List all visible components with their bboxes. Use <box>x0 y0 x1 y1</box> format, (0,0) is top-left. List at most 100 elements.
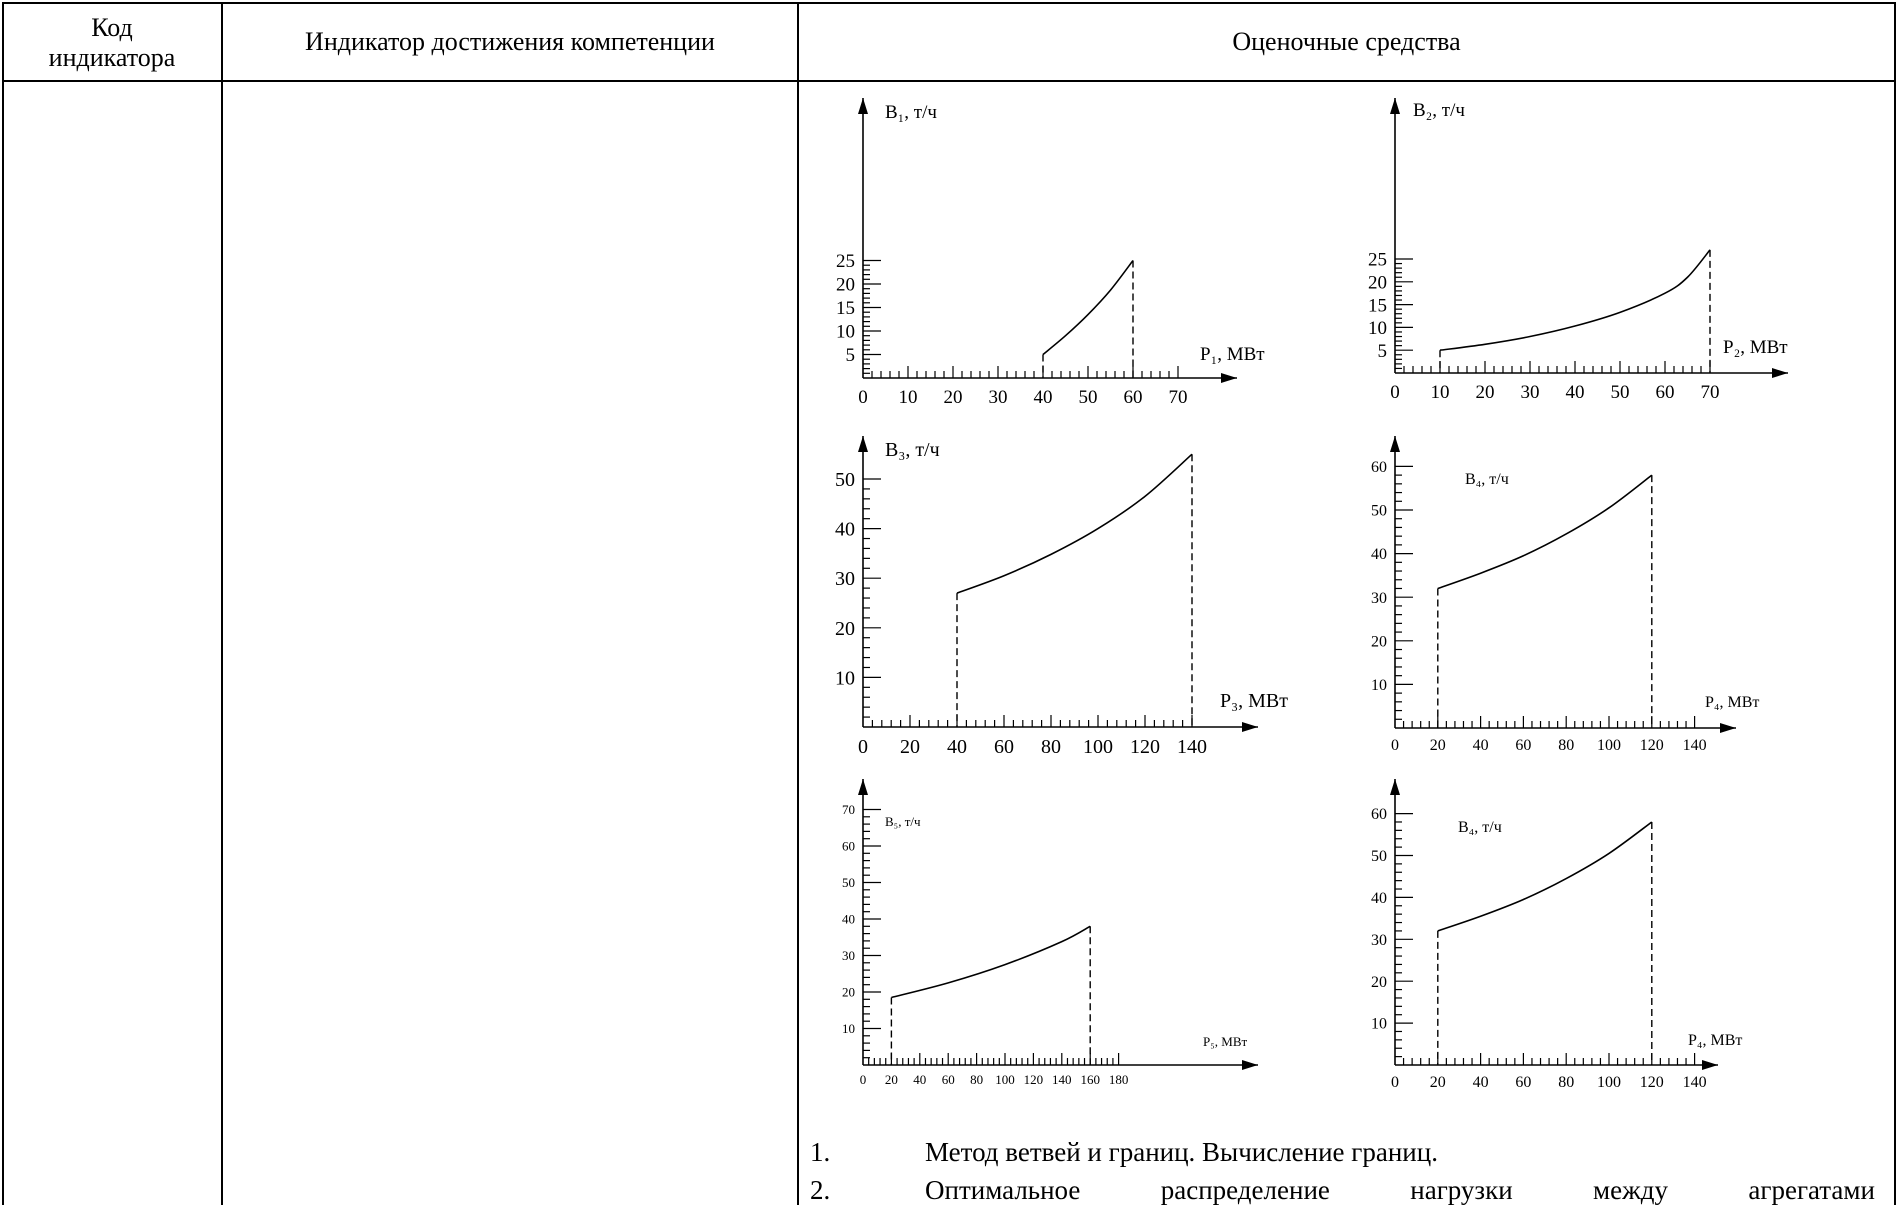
x-axis-arrow <box>1702 1060 1718 1070</box>
y-axis-label: B₂, т/ч <box>1413 100 1465 121</box>
y-tick-label: 40 <box>835 519 855 541</box>
y-tick-label: 10 <box>1371 1016 1387 1033</box>
x-tick-label: 0 <box>1391 737 1399 754</box>
x-tick-label: 70 <box>1701 382 1720 403</box>
y-tick-label: 10 <box>842 1021 855 1036</box>
list-item-number: 2. <box>810 1175 831 1205</box>
x-tick-label: 20 <box>885 1072 898 1087</box>
y-tick-label: 30 <box>835 568 855 590</box>
y-axis-label: B₁, т/ч <box>885 102 937 123</box>
x-axis-arrow <box>1720 723 1736 733</box>
y-tick-label: 5 <box>846 345 856 366</box>
x-tick-label: 30 <box>1521 382 1540 403</box>
x-tick-label: 60 <box>1515 1074 1531 1091</box>
column-divider-2 <box>797 2 799 1205</box>
x-tick-label: 140 <box>1683 737 1707 754</box>
column-divider-1 <box>221 2 223 1205</box>
x-axis-label: P₁, МВт <box>1200 344 1265 365</box>
y-tick-label: 5 <box>1378 341 1388 362</box>
x-tick-label: 30 <box>989 387 1008 408</box>
x-axis-label: P₄, МВт <box>1688 1032 1742 1049</box>
y-axis-arrow <box>1390 436 1400 452</box>
list-item-word: нагрузки <box>1410 1175 1513 1205</box>
x-tick-label: 80 <box>1558 1074 1574 1091</box>
cost-curve <box>1437 821 1653 932</box>
x-tick-label: 100 <box>1597 1074 1621 1091</box>
list-item-word: распределение <box>1160 1175 1330 1205</box>
x-tick-label: 40 <box>1473 1074 1489 1091</box>
y-tick-label: 15 <box>1368 295 1387 316</box>
x-tick-label: 80 <box>1041 736 1061 758</box>
x-tick-label: 10 <box>1431 382 1450 403</box>
y-tick-label: 10 <box>1368 318 1387 339</box>
x-axis-label: P₃, МВт <box>1220 690 1288 712</box>
x-tick-label: 180 <box>1109 1072 1129 1087</box>
x-tick-label: 40 <box>1034 387 1053 408</box>
list-item-word: между <box>1593 1175 1669 1205</box>
y-axis-arrow <box>858 779 868 795</box>
x-tick-label: 0 <box>1391 1074 1399 1091</box>
header-indicator-code: Код индикатора <box>48 13 176 72</box>
y-axis-label: B₅, т/ч <box>885 814 921 829</box>
x-tick-label: 0 <box>860 1072 867 1087</box>
cost-curve <box>1437 474 1653 590</box>
cost-curve <box>1439 249 1711 351</box>
chart-6: 0 20 40 60 80 100 120 140 10 20 30 40 50 60 B₄, т/ч P₄,… <box>1371 779 1742 1091</box>
chart-3: 0 20 40 60 80 100 120 140 10 20 30 40 50 B₃, т/ч P₃, М… <box>835 436 1288 758</box>
x-tick-label: 20 <box>1476 382 1495 403</box>
x-axis-arrow <box>1242 722 1258 732</box>
x-tick-label: 20 <box>944 387 963 408</box>
x-axis-arrow <box>1242 1060 1258 1070</box>
y-tick-label: 20 <box>835 618 855 640</box>
y-tick-label: 70 <box>842 802 855 817</box>
x-tick-label: 60 <box>994 736 1014 758</box>
y-tick-label: 50 <box>1371 848 1387 865</box>
y-tick-label: 60 <box>1371 459 1387 476</box>
x-tick-label: 140 <box>1052 1072 1072 1087</box>
x-tick-label: 50 <box>1611 382 1630 403</box>
y-tick-label: 40 <box>1371 890 1387 907</box>
y-tick-label: 25 <box>1368 250 1387 271</box>
x-tick-label: 50 <box>1079 387 1098 408</box>
y-tick-label: 30 <box>1371 590 1387 607</box>
x-tick-label: 120 <box>1024 1072 1044 1087</box>
table-top-border <box>2 2 1896 4</box>
header-bottom-border <box>2 80 1896 82</box>
x-tick-label: 120 <box>1640 1074 1664 1091</box>
x-tick-label: 60 <box>942 1072 955 1087</box>
x-axis-label: P₂, МВт <box>1723 337 1788 358</box>
y-tick-label: 60 <box>842 839 855 854</box>
x-tick-label: 20 <box>1430 737 1446 754</box>
x-tick-label: 140 <box>1683 1074 1707 1091</box>
x-tick-label: 40 <box>913 1072 926 1087</box>
list-item-word: агрегатами <box>1748 1175 1875 1205</box>
x-tick-label: 0 <box>858 736 868 758</box>
y-tick-label: 50 <box>842 875 855 890</box>
list-item: 2. Оптимальное распределение нагрузки между… <box>810 1171 1875 1209</box>
table-left-border <box>2 2 4 1205</box>
y-tick-label: 40 <box>842 912 855 927</box>
list-item-text: Метод ветвей и границ. Вычисление границ… <box>925 1137 1438 1167</box>
x-tick-label: 140 <box>1177 736 1207 758</box>
y-tick-label: 20 <box>1368 272 1387 293</box>
x-tick-label: 60 <box>1656 382 1675 403</box>
x-tick-label: 60 <box>1124 387 1143 408</box>
x-tick-label: 80 <box>1558 737 1574 754</box>
x-tick-label: 100 <box>1597 737 1621 754</box>
x-axis-arrow <box>1772 368 1788 378</box>
y-tick-label: 20 <box>1371 633 1387 650</box>
list-item-word: Оптимальное <box>925 1175 1081 1205</box>
x-tick-label: 100 <box>1083 736 1113 758</box>
y-tick-label: 30 <box>842 948 855 963</box>
x-axis-label: P₅, МВт <box>1203 1034 1247 1049</box>
x-tick-label: 100 <box>995 1072 1015 1087</box>
y-axis-arrow <box>858 98 868 114</box>
x-tick-label: 20 <box>900 736 920 758</box>
cost-curve <box>891 925 1091 999</box>
y-axis-arrow <box>1390 98 1400 114</box>
y-axis-arrow <box>1390 779 1400 795</box>
y-tick-label: 10 <box>1371 677 1387 694</box>
